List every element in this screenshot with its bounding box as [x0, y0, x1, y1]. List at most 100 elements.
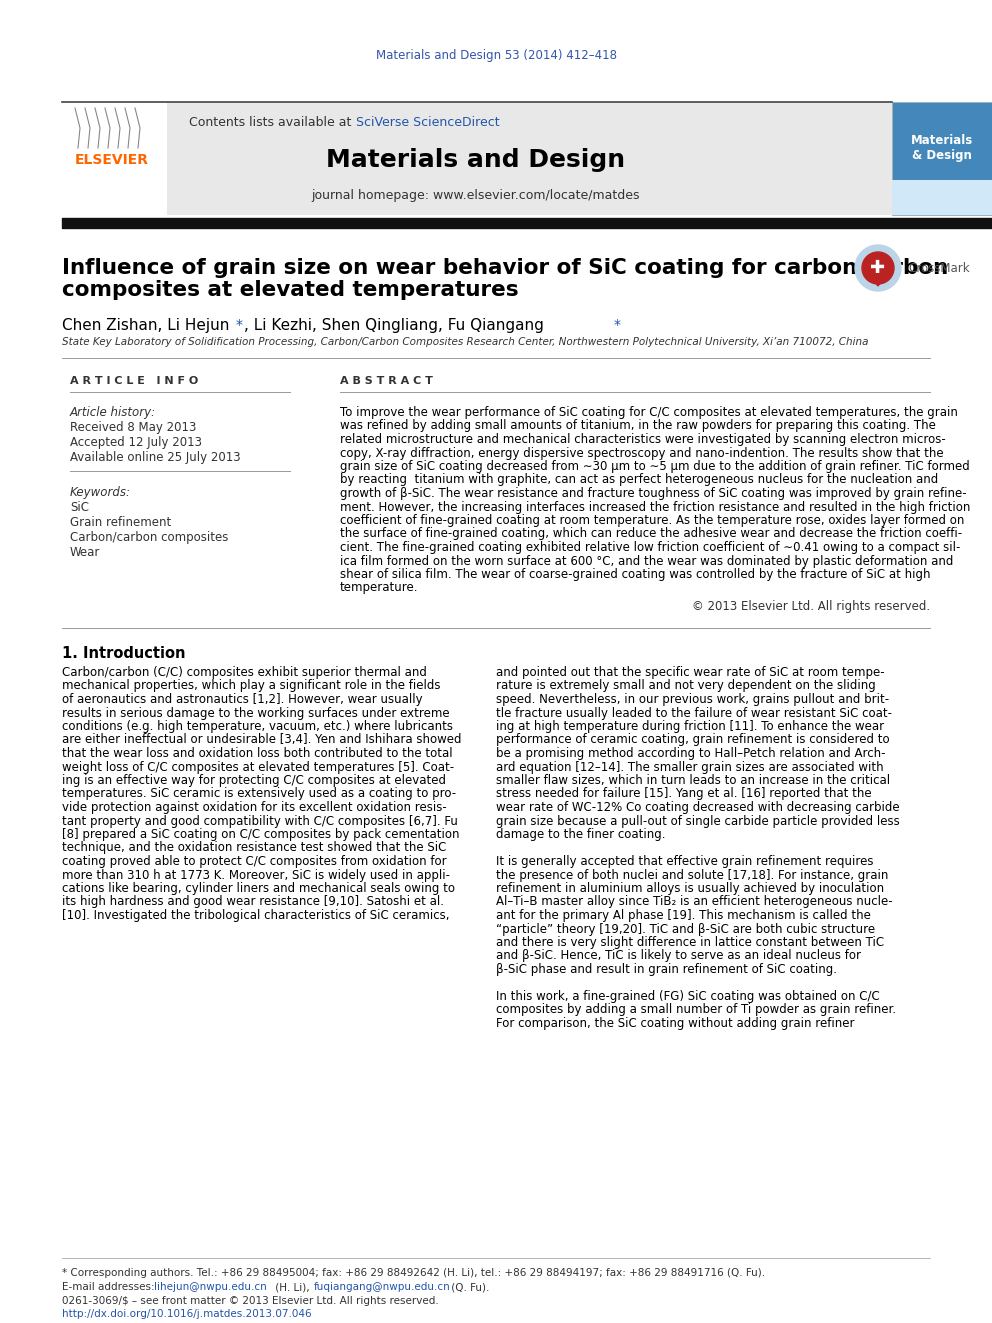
Text: by reacting  titanium with graphite, can act as perfect heterogeneous nucleus fo: by reacting titanium with graphite, can … [340, 474, 938, 487]
Text: Article history:: Article history: [70, 406, 156, 419]
Text: Carbon/carbon (C/C) composites exhibit superior thermal and: Carbon/carbon (C/C) composites exhibit s… [62, 665, 427, 679]
Text: results in serious damage to the working surfaces under extreme: results in serious damage to the working… [62, 706, 449, 720]
Text: A B S T R A C T: A B S T R A C T [340, 376, 433, 386]
Text: Materials and Design: Materials and Design [326, 148, 626, 172]
Text: Materials and Design 53 (2014) 412–418: Materials and Design 53 (2014) 412–418 [376, 49, 616, 61]
Text: * Corresponding authors. Tel.: +86 29 88495004; fax: +86 29 88492642 (H. Li), te: * Corresponding authors. Tel.: +86 29 88… [62, 1267, 765, 1278]
Text: that the wear loss and oxidation loss both contributed to the total: that the wear loss and oxidation loss bo… [62, 747, 452, 759]
Text: © 2013 Elsevier Ltd. All rights reserved.: © 2013 Elsevier Ltd. All rights reserved… [691, 601, 930, 613]
Text: damage to the finer coating.: damage to the finer coating. [496, 828, 666, 841]
Text: To improve the wear performance of SiC coating for C/C composites at elevated te: To improve the wear performance of SiC c… [340, 406, 958, 419]
Text: ✚: ✚ [870, 259, 886, 277]
Text: ment. However, the increasing interfaces increased the friction resistance and r: ment. However, the increasing interfaces… [340, 500, 970, 513]
Bar [62, 102, 892, 216]
Text: Carbon/carbon composites: Carbon/carbon composites [70, 531, 228, 544]
Text: technique, and the oxidation resistance test showed that the SiC: technique, and the oxidation resistance … [62, 841, 446, 855]
Text: *: * [614, 318, 621, 332]
Text: smaller flaw sizes, which in turn leads to an increase in the critical: smaller flaw sizes, which in turn leads … [496, 774, 890, 787]
Text: Materials
& Design: Materials & Design [911, 134, 973, 163]
Text: ing at high temperature during friction [11]. To enhance the wear: ing at high temperature during friction … [496, 720, 884, 733]
Text: Contents lists available at: Contents lists available at [188, 116, 355, 130]
Text: CrossMark: CrossMark [908, 262, 969, 274]
Text: was refined by adding small amounts of titanium, in the raw powders for preparin: was refined by adding small amounts of t… [340, 419, 935, 433]
Text: growth of β-SiC. The wear resistance and fracture toughness of SiC coating was i: growth of β-SiC. The wear resistance and… [340, 487, 966, 500]
Text: 0261-3069/$ – see front matter © 2013 Elsevier Ltd. All rights reserved.: 0261-3069/$ – see front matter © 2013 El… [62, 1297, 438, 1306]
Text: cient. The fine-grained coating exhibited relative low friction coefficient of ∼: cient. The fine-grained coating exhibite… [340, 541, 960, 554]
Text: , Li Kezhi, Shen Qingliang, Fu Qiangang: , Li Kezhi, Shen Qingliang, Fu Qiangang [244, 318, 549, 333]
Circle shape [862, 251, 894, 284]
Text: http://dx.doi.org/10.1016/j.matdes.2013.07.046: http://dx.doi.org/10.1016/j.matdes.2013.… [62, 1308, 311, 1319]
Text: the surface of fine-grained coating, which can reduce the adhesive wear and decr: the surface of fine-grained coating, whi… [340, 528, 962, 541]
Text: coating proved able to protect C/C composites from oxidation for: coating proved able to protect C/C compo… [62, 855, 446, 868]
Bar [892, 102, 992, 216]
Text: lihejun@nwpu.edu.cn: lihejun@nwpu.edu.cn [154, 1282, 267, 1293]
Text: mechanical properties, which play a significant role in the fields: mechanical properties, which play a sign… [62, 680, 440, 692]
Text: Chen Zishan, Li Hejun: Chen Zishan, Li Hejun [62, 318, 234, 333]
Text: Accepted 12 July 2013: Accepted 12 July 2013 [70, 437, 202, 448]
Text: 1. Introduction: 1. Introduction [62, 646, 186, 662]
Text: composites by adding a small number of Ti powder as grain refiner.: composites by adding a small number of T… [496, 1004, 896, 1016]
Text: Grain refinement: Grain refinement [70, 516, 172, 529]
Text: Available online 25 July 2013: Available online 25 July 2013 [70, 451, 241, 464]
Text: temperatures. SiC ceramic is extensively used as a coating to pro-: temperatures. SiC ceramic is extensively… [62, 787, 456, 800]
Text: SiC: SiC [70, 501, 89, 515]
Text: ica film formed on the worn surface at 600 °C, and the wear was dominated by pla: ica film formed on the worn surface at 6… [340, 554, 953, 568]
Text: For comparison, the SiC coating without adding grain refiner: For comparison, the SiC coating without … [496, 1017, 854, 1031]
Text: ing is an effective way for protecting C/C composites at elevated: ing is an effective way for protecting C… [62, 774, 446, 787]
Text: are either ineffectual or undesirable [3,4]. Yen and Ishihara showed: are either ineffectual or undesirable [3… [62, 733, 461, 746]
Text: State Key Laboratory of Solidification Processing, Carbon/Carbon Composites Rese: State Key Laboratory of Solidification P… [62, 337, 869, 347]
Text: related microstructure and mechanical characteristics were investigated by scann: related microstructure and mechanical ch… [340, 433, 945, 446]
Text: *: * [236, 318, 243, 332]
Text: and there is very slight difference in lattice constant between TiC: and there is very slight difference in l… [496, 935, 884, 949]
Text: grain size because a pull-out of single carbide particle provided less: grain size because a pull-out of single … [496, 815, 900, 827]
Text: Received 8 May 2013: Received 8 May 2013 [70, 421, 196, 434]
Text: Al–Ti–B master alloy since TiB₂ is an efficient heterogeneous nucle-: Al–Ti–B master alloy since TiB₂ is an ef… [496, 896, 893, 909]
Text: ard equation [12–14]. The smaller grain sizes are associated with: ard equation [12–14]. The smaller grain … [496, 761, 884, 774]
Text: journal homepage: www.elsevier.com/locate/matdes: journal homepage: www.elsevier.com/locat… [311, 188, 640, 201]
Text: of aeronautics and astronautics [1,2]. However, wear usually: of aeronautics and astronautics [1,2]. H… [62, 693, 423, 706]
Text: cations like bearing, cylinder liners and mechanical seals owing to: cations like bearing, cylinder liners an… [62, 882, 455, 894]
Text: β-SiC phase and result in grain refinement of SiC coating.: β-SiC phase and result in grain refineme… [496, 963, 837, 976]
Text: the presence of both nuclei and solute [17,18]. For instance, grain: the presence of both nuclei and solute [… [496, 868, 889, 881]
Text: [8] prepared a SiC coating on C/C composites by pack cementation: [8] prepared a SiC coating on C/C compos… [62, 828, 459, 841]
Text: Wear: Wear [70, 546, 100, 560]
Text: ELSEVIER: ELSEVIER [75, 153, 149, 167]
Text: In this work, a fine-grained (FG) SiC coating was obtained on C/C: In this work, a fine-grained (FG) SiC co… [496, 990, 880, 1003]
Text: performance of ceramic coating, grain refinement is considered to: performance of ceramic coating, grain re… [496, 733, 890, 746]
Text: [10]. Investigated the tribological characteristics of SiC ceramics,: [10]. Investigated the tribological char… [62, 909, 449, 922]
Bar [892, 180, 992, 216]
Text: and β-SiC. Hence, TiC is likely to serve as an ideal nucleus for: and β-SiC. Hence, TiC is likely to serve… [496, 950, 861, 963]
Text: conditions (e.g. high temperature, vacuum, etc.) where lubricants: conditions (e.g. high temperature, vacuu… [62, 720, 453, 733]
Text: speed. Nevertheless, in our previous work, grains pullout and brit-: speed. Nevertheless, in our previous wor… [496, 693, 889, 706]
Text: rature is extremely small and not very dependent on the sliding: rature is extremely small and not very d… [496, 680, 876, 692]
Text: composites at elevated temperatures: composites at elevated temperatures [62, 280, 519, 300]
Text: stress needed for failure [15]. Yang et al. [16] reported that the: stress needed for failure [15]. Yang et … [496, 787, 872, 800]
Text: weight loss of C/C composites at elevated temperatures [5]. Coat-: weight loss of C/C composites at elevate… [62, 761, 454, 774]
Text: (H. Li),: (H. Li), [272, 1282, 312, 1293]
Text: Influence of grain size on wear behavior of SiC coating for carbon/carbon: Influence of grain size on wear behavior… [62, 258, 948, 278]
Text: copy, X-ray diffraction, energy dispersive spectroscopy and nano-indention. The : copy, X-ray diffraction, energy dispersi… [340, 446, 943, 459]
Text: (Q. Fu).: (Q. Fu). [448, 1282, 489, 1293]
Text: tle fracture usually leaded to the failure of wear resistant SiC coat-: tle fracture usually leaded to the failu… [496, 706, 892, 720]
Text: SciVerse ScienceDirect: SciVerse ScienceDirect [356, 116, 500, 130]
Text: ant for the primary Al phase [19]. This mechanism is called the: ant for the primary Al phase [19]. This … [496, 909, 871, 922]
Text: and pointed out that the specific wear rate of SiC at room tempe-: and pointed out that the specific wear r… [496, 665, 885, 679]
Text: grain size of SiC coating decreased from ∼30 μm to ∼5 μm due to the addition of : grain size of SiC coating decreased from… [340, 460, 970, 474]
Text: shear of silica film. The wear of coarse-grained coating was controlled by the f: shear of silica film. The wear of coarse… [340, 568, 930, 581]
Text: “particle” theory [19,20]. TiC and β-SiC are both cubic structure: “particle” theory [19,20]. TiC and β-SiC… [496, 922, 875, 935]
Text: It is generally accepted that effective grain refinement requires: It is generally accepted that effective … [496, 855, 874, 868]
Circle shape [855, 245, 901, 291]
Text: vide protection against oxidation for its excellent oxidation resis-: vide protection against oxidation for it… [62, 800, 446, 814]
Text: wear rate of WC-12% Co coating decreased with decreasing carbide: wear rate of WC-12% Co coating decreased… [496, 800, 900, 814]
Text: its high hardness and good wear resistance [9,10]. Satoshi et al.: its high hardness and good wear resistan… [62, 896, 444, 909]
Bar [62, 102, 167, 216]
Text: Keywords:: Keywords: [70, 486, 131, 499]
Text: temperature.: temperature. [340, 582, 419, 594]
Text: tant property and good compatibility with C/C composites [6,7]. Fu: tant property and good compatibility wit… [62, 815, 458, 827]
Polygon shape [868, 273, 888, 286]
Text: refinement in aluminium alloys is usually achieved by inoculation: refinement in aluminium alloys is usuall… [496, 882, 884, 894]
Text: be a promising method according to Hall–Petch relation and Arch-: be a promising method according to Hall–… [496, 747, 886, 759]
Text: coefficient of fine-grained coating at room temperature. As the temperature rose: coefficient of fine-grained coating at r… [340, 515, 964, 527]
Text: fuqiangang@nwpu.edu.cn: fuqiangang@nwpu.edu.cn [314, 1282, 450, 1293]
Text: E-mail addresses:: E-mail addresses: [62, 1282, 158, 1293]
